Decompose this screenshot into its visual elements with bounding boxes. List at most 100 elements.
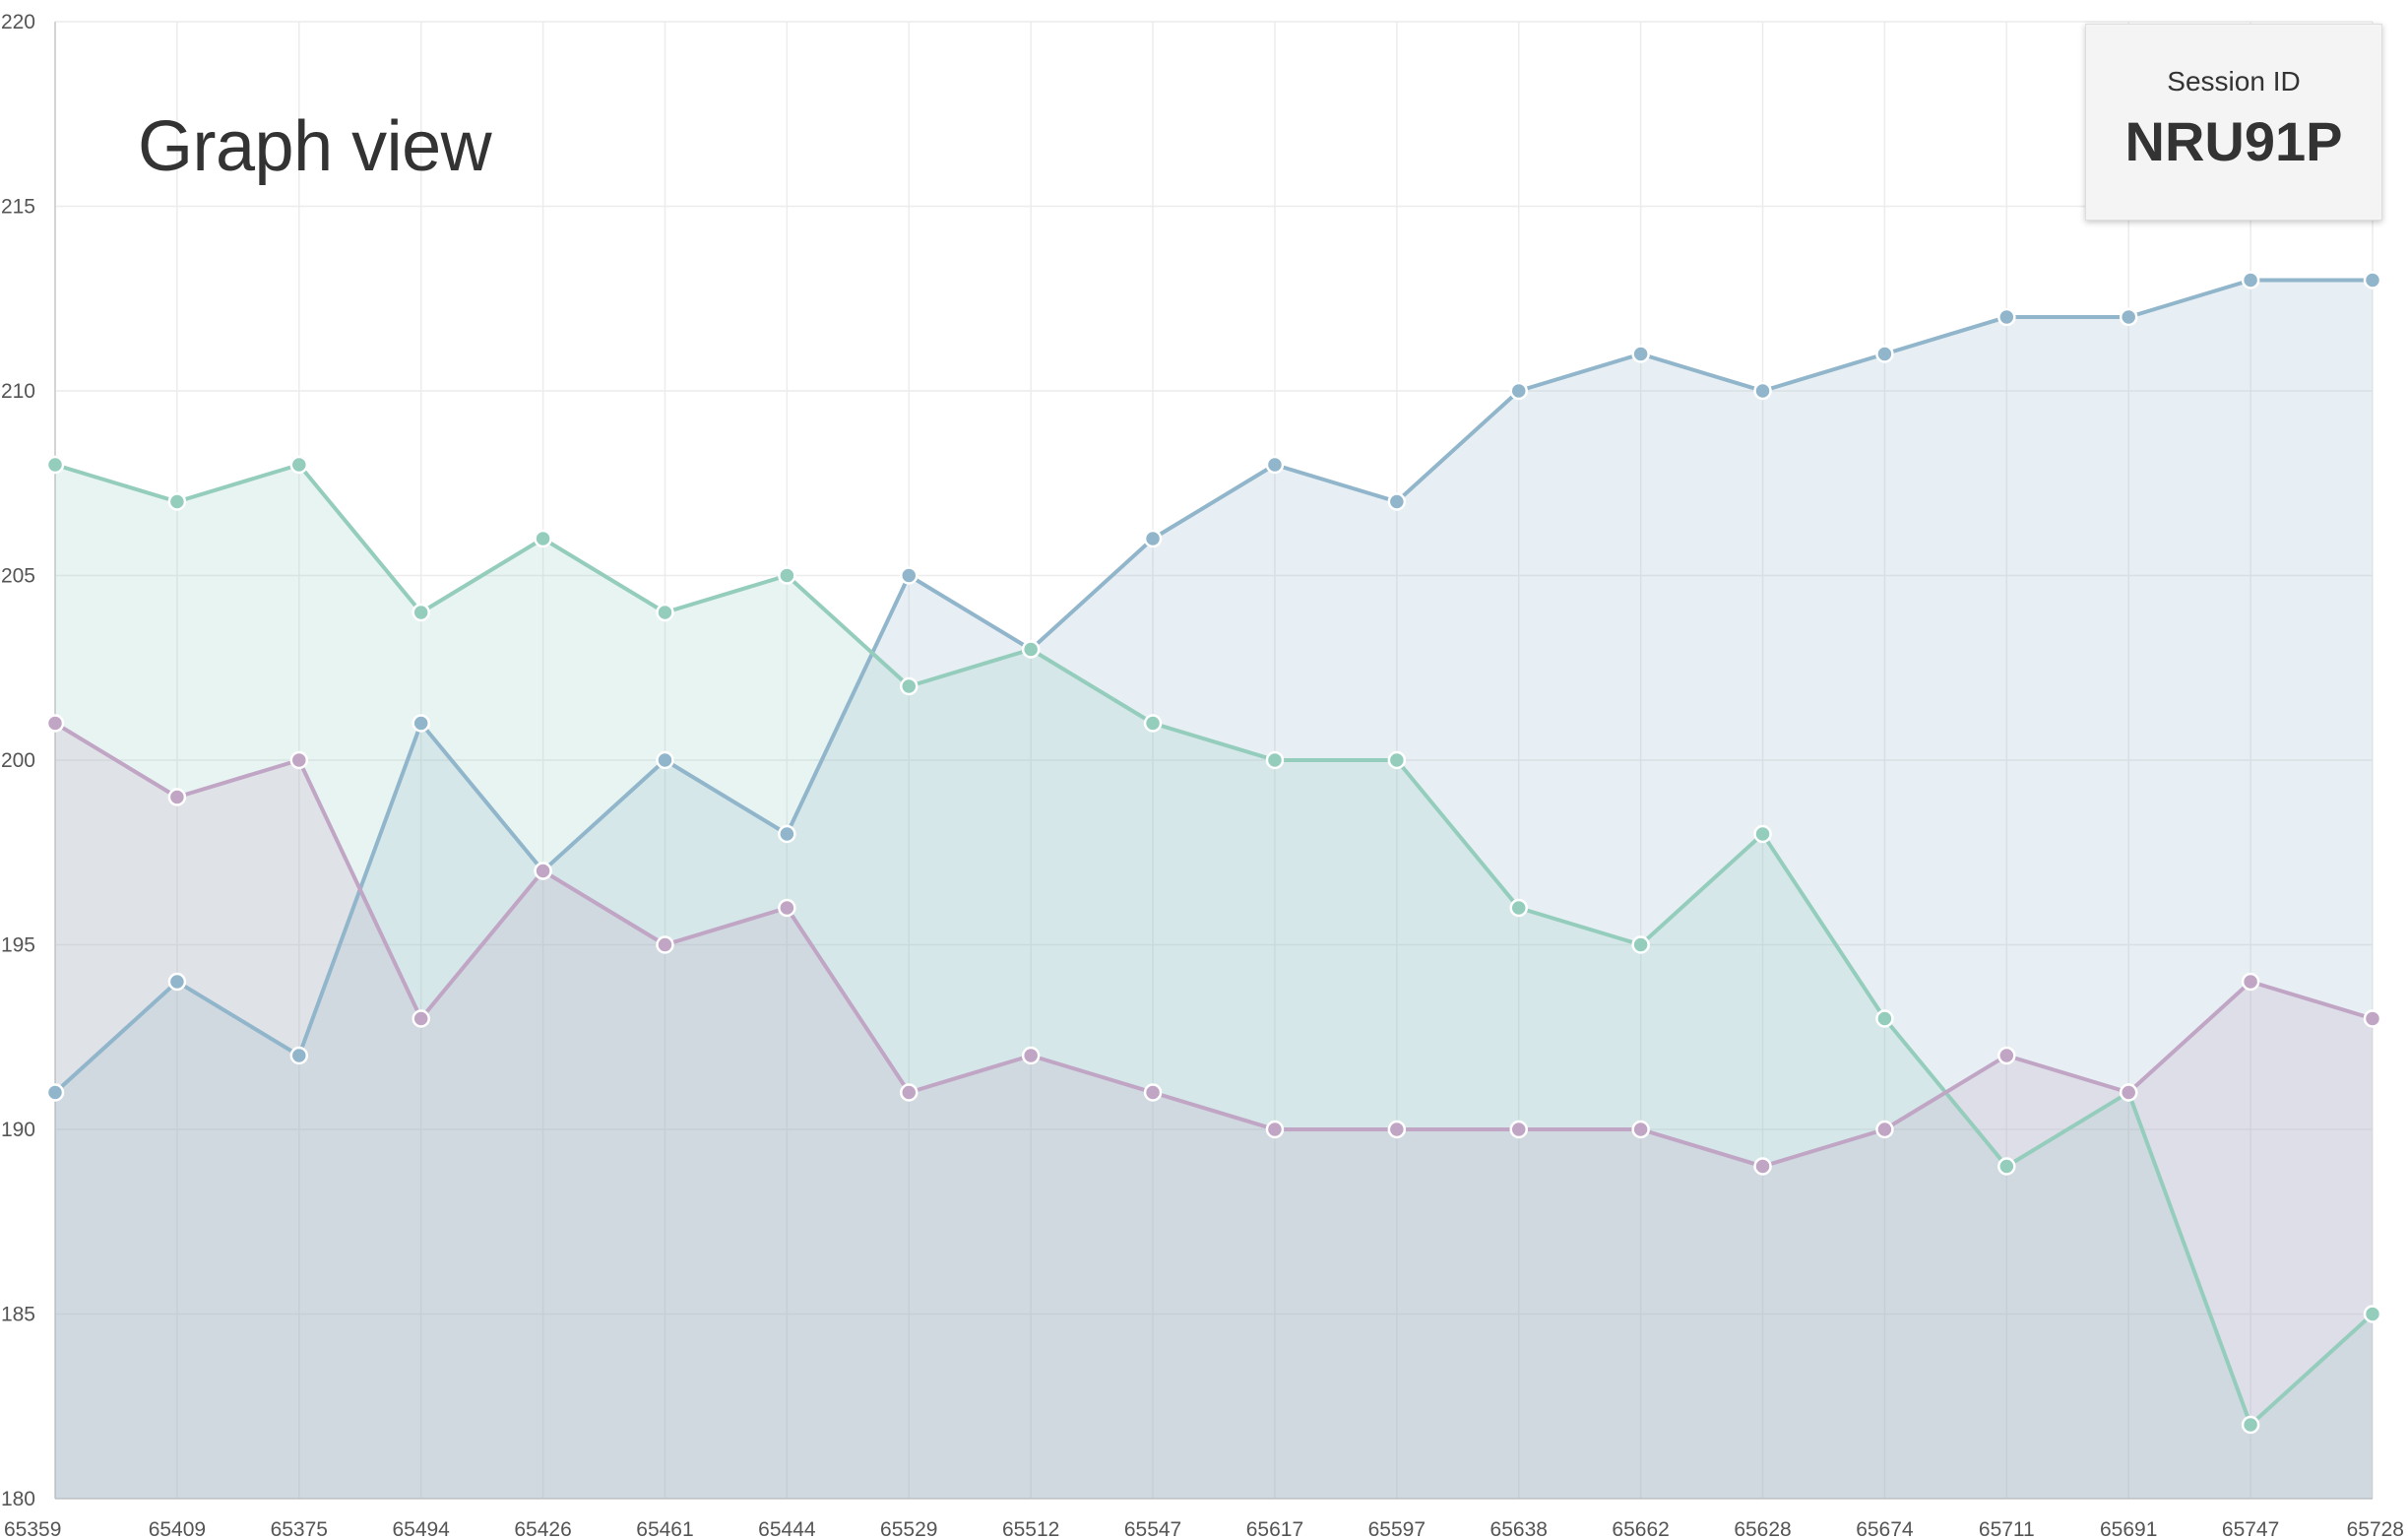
series-2-point[interactable] [412, 603, 430, 622]
y-tick-label: 210 [1, 380, 35, 403]
series-2-point[interactable] [778, 566, 796, 585]
series-2-point[interactable] [534, 529, 552, 548]
x-tick-label: 65375 [271, 1518, 328, 1540]
series-3-point[interactable] [2119, 1083, 2138, 1102]
y-tick-label: 195 [1, 934, 35, 957]
series-1-point[interactable] [1143, 529, 1163, 548]
y-tick-label: 180 [1, 1488, 35, 1510]
series-1-point[interactable] [656, 750, 674, 770]
series-2-point[interactable] [289, 455, 309, 475]
series-3-point[interactable] [167, 788, 187, 806]
x-tick-label: 65597 [1368, 1518, 1426, 1540]
session-id-label: Session ID [2167, 66, 2301, 96]
series-1-point[interactable] [2363, 271, 2382, 289]
grid-lines [54, 21, 2374, 1500]
series-3-point[interactable] [534, 862, 552, 880]
series-2-point[interactable] [656, 603, 674, 622]
x-tick-label: 65426 [514, 1518, 571, 1540]
series-3-point[interactable] [1265, 1120, 1285, 1139]
x-tick-label: 65409 [149, 1518, 206, 1540]
x-tick-label: 65359 [4, 1518, 61, 1540]
series-3-point[interactable] [1631, 1120, 1650, 1139]
series-points [45, 271, 2382, 1435]
series-1-point[interactable] [1997, 307, 2016, 327]
x-tick-label: 65494 [392, 1518, 450, 1540]
series-2-point[interactable] [1021, 640, 1041, 659]
series-2-point[interactable] [1631, 935, 1650, 954]
series-3-point[interactable] [45, 714, 65, 733]
series-3-point[interactable] [1875, 1120, 1894, 1139]
series-1-point[interactable] [289, 1046, 309, 1065]
series-1-point[interactable] [2241, 271, 2260, 289]
series-1-area [55, 280, 2373, 1499]
x-tick-label: 65461 [636, 1518, 693, 1540]
series-3-point[interactable] [778, 898, 796, 918]
series-1-point[interactable] [412, 714, 430, 733]
series-3-point[interactable] [1143, 1083, 1163, 1102]
series-2-point[interactable] [1875, 1009, 1894, 1028]
y-tick-label: 200 [1, 749, 35, 772]
x-tick-label: 65617 [1246, 1518, 1303, 1540]
series-2-line [54, 463, 2375, 1427]
series-3-point[interactable] [1387, 1120, 1407, 1139]
series-2-point[interactable] [1509, 898, 1528, 918]
series-1-line [53, 278, 2373, 1094]
series-1-point[interactable] [167, 972, 187, 992]
series-2-point[interactable] [1265, 750, 1285, 770]
session-id-value: NRU91P [2124, 110, 2343, 172]
series-3-point[interactable] [2363, 1009, 2382, 1028]
x-tick-label: 65444 [758, 1518, 816, 1540]
y-axis-ticks: 180 185 190 195 200 205 210 215 220 [1, 11, 35, 1510]
y-tick-label: 220 [1, 11, 35, 33]
series-2-point[interactable] [1753, 824, 1772, 844]
series-3-point[interactable] [1021, 1046, 1041, 1065]
series-3-point[interactable] [1753, 1157, 1772, 1176]
series-2-point[interactable] [1387, 750, 1407, 770]
series-2-point[interactable] [167, 492, 187, 511]
page-title: Graph view [138, 107, 492, 186]
series-1-point[interactable] [1265, 455, 1285, 475]
series-2-point[interactable] [1997, 1157, 2016, 1176]
series-3-point[interactable] [289, 750, 309, 770]
series-2-point[interactable] [2363, 1305, 2382, 1323]
x-tick-label: 65747 [2222, 1518, 2279, 1540]
series-1-point[interactable] [1875, 345, 1894, 363]
series-1-point[interactable] [45, 1083, 65, 1102]
y-tick-label: 215 [1, 196, 35, 219]
x-tick-label: 65638 [1490, 1518, 1548, 1540]
y-tick-label: 205 [1, 565, 35, 588]
y-tick-label: 190 [1, 1119, 35, 1141]
x-tick-label: 65728 [2347, 1518, 2404, 1540]
series-1-point[interactable] [1753, 381, 1772, 401]
x-axis-ticks: 65359 65409 65375 65494 65426 65461 65444 65529… [4, 1518, 2404, 1540]
session-id-card: Session ID NRU91P [2085, 24, 2382, 221]
y-tick-label: 185 [1, 1304, 35, 1326]
x-tick-label: 65711 [1979, 1518, 2035, 1540]
series-3-point[interactable] [412, 1009, 430, 1028]
series-2-point[interactable] [2241, 1415, 2260, 1435]
series-lines [53, 278, 2375, 1427]
series-2-point[interactable] [45, 455, 65, 475]
x-tick-label: 65691 [2100, 1518, 2157, 1540]
series-3-point[interactable] [2241, 972, 2260, 992]
x-tick-label: 65547 [1124, 1518, 1181, 1540]
series-3-point[interactable] [900, 1083, 919, 1102]
series-1-point[interactable] [2119, 307, 2138, 327]
series-1-point[interactable] [1509, 381, 1528, 401]
series-2-area [55, 465, 2373, 1499]
series-2-point[interactable] [1143, 714, 1163, 733]
series-3-point[interactable] [656, 935, 674, 954]
series-3-line [53, 721, 2374, 1169]
series-1-point[interactable] [778, 824, 796, 844]
series-3-point[interactable] [1509, 1120, 1528, 1139]
series-1-point[interactable] [1387, 492, 1407, 511]
series-areas [55, 280, 2373, 1499]
x-tick-label: 65628 [1734, 1518, 1791, 1540]
series-1-point[interactable] [900, 566, 919, 585]
x-tick-label: 65529 [880, 1518, 937, 1540]
x-tick-label: 65662 [1612, 1518, 1669, 1540]
series-2-point[interactable] [900, 676, 919, 696]
series-1-point[interactable] [1631, 345, 1650, 363]
series-3-point[interactable] [1997, 1046, 2016, 1065]
